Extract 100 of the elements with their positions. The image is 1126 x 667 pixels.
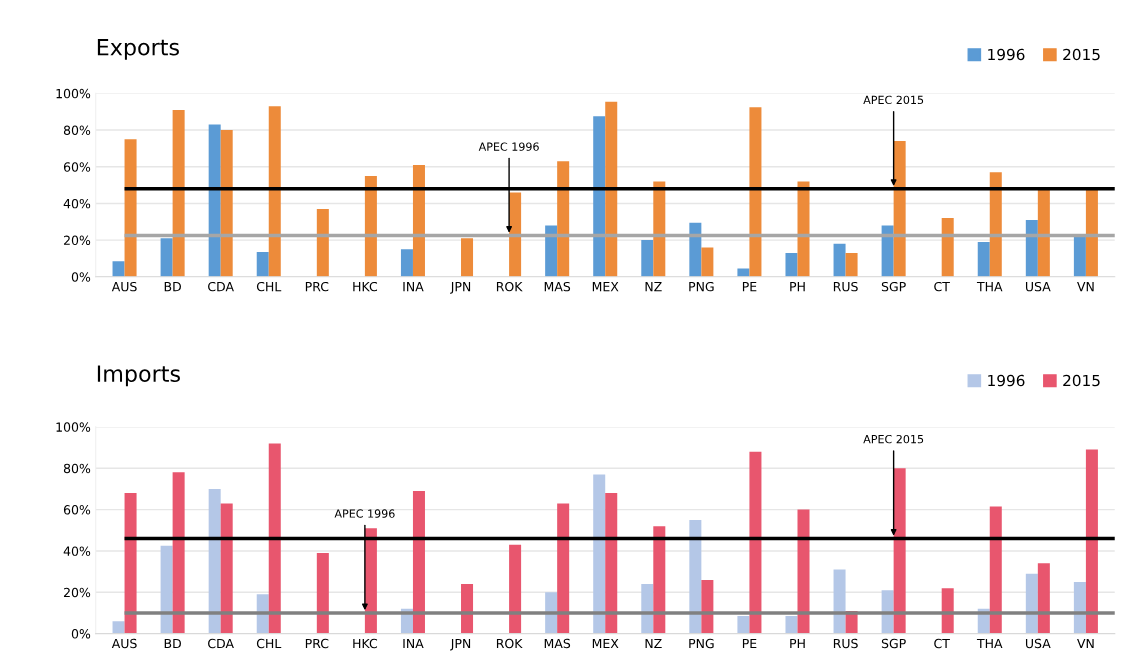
- bar: [364, 175, 377, 277]
- bar: [316, 553, 329, 634]
- legend-label: 1996: [988, 48, 1025, 61]
- x-tick-label: ROK: [496, 281, 523, 292]
- y-tick-label: 40%: [63, 198, 91, 209]
- bar: [701, 579, 714, 634]
- x-tick-label: PE: [742, 282, 757, 292]
- bar: [785, 252, 798, 277]
- bar: [653, 526, 666, 634]
- annotation: APEC 2015: [863, 434, 924, 444]
- bar: [653, 181, 666, 277]
- y-tick-label: 100%: [56, 422, 91, 432]
- x-tick-label: BD: [164, 282, 181, 292]
- x-tick-label: PNG: [689, 638, 714, 649]
- bar: [316, 208, 329, 277]
- y-tick-label: 40%: [63, 546, 91, 556]
- bar: [641, 240, 654, 277]
- x-tick-label: PRC: [305, 281, 329, 292]
- x-tick-label: USA: [1025, 281, 1051, 292]
- bar: [893, 141, 906, 277]
- bar: [1085, 449, 1098, 634]
- x-tick-label: INA: [403, 638, 424, 649]
- x-tick-label: CT: [934, 638, 950, 649]
- bar: [605, 493, 618, 634]
- y-tick-label: 0%: [71, 629, 91, 639]
- y-tick-label: 60%: [63, 162, 91, 172]
- bar: [268, 443, 281, 634]
- legend-label: 1996: [988, 374, 1025, 387]
- legend-label: 2015: [1063, 374, 1100, 387]
- y-tick-label: 60%: [63, 505, 91, 515]
- bar: [797, 509, 810, 634]
- bar: [689, 519, 702, 634]
- x-tick-label: MAS: [544, 638, 571, 649]
- bar: [893, 468, 906, 634]
- x-tick-label: THA: [976, 638, 1003, 649]
- bar: [845, 252, 858, 277]
- x-tick-label: CT: [934, 281, 950, 292]
- bar: [461, 584, 474, 634]
- bar: [977, 241, 990, 277]
- bar: [737, 616, 750, 634]
- chart-title: Exports: [97, 39, 179, 60]
- x-tick-label: SGP: [881, 281, 906, 292]
- y-tick-label: 80%: [63, 463, 91, 474]
- x-tick-label: PNG: [689, 281, 714, 292]
- bar: [208, 488, 221, 634]
- bar: [1073, 234, 1086, 277]
- bar: [412, 490, 425, 634]
- x-tick-label: RUS: [833, 638, 858, 649]
- legend-label: 2015: [1063, 48, 1100, 61]
- bar: [268, 106, 281, 277]
- bar: [509, 192, 522, 277]
- bar: [881, 225, 894, 277]
- x-tick-label: INA: [403, 282, 424, 292]
- x-tick-label: AUS: [111, 638, 137, 649]
- bar: [412, 164, 425, 277]
- chart-title: Imports: [97, 365, 180, 387]
- x-tick-label: CHL: [256, 638, 282, 649]
- x-tick-label: PH: [790, 282, 805, 292]
- x-tick-label: SGP: [881, 638, 906, 649]
- bar: [160, 238, 173, 277]
- bar: [160, 545, 173, 634]
- bar: [112, 621, 125, 634]
- bar: [797, 181, 810, 277]
- bar: [1085, 188, 1098, 277]
- bar: [1025, 573, 1038, 634]
- x-tick-label: PH: [790, 638, 805, 649]
- bar: [208, 124, 221, 277]
- x-tick-label: MEX: [592, 282, 619, 292]
- x-tick-label: USA: [1025, 638, 1051, 649]
- bar: [593, 116, 606, 277]
- bar: [749, 107, 762, 277]
- bar: [1037, 563, 1050, 634]
- x-tick-label: CHL: [256, 281, 282, 292]
- bar: [593, 474, 606, 634]
- x-tick-label: VN: [1077, 638, 1094, 649]
- bar: [545, 225, 558, 277]
- x-tick-label: HKC: [353, 638, 378, 649]
- y-tick-label: 100%: [56, 88, 91, 99]
- bar: [605, 101, 618, 277]
- y-tick-label: 80%: [63, 125, 91, 135]
- x-tick-label: CDA: [208, 281, 234, 292]
- bar: [1037, 188, 1050, 277]
- bar: [941, 218, 954, 277]
- x-tick-label: HKC: [353, 281, 378, 292]
- bar: [112, 261, 125, 277]
- x-tick-label: RUS: [833, 281, 858, 292]
- bar: [172, 109, 185, 277]
- bar: [557, 161, 570, 277]
- annotation: APEC 1996: [478, 142, 539, 151]
- bar: [833, 243, 846, 277]
- bar: [989, 172, 1002, 277]
- bar: [220, 130, 233, 277]
- bar: [785, 616, 798, 634]
- y-tick-label: 0%: [71, 272, 91, 282]
- x-tick-label: BD: [164, 638, 181, 649]
- bar: [124, 139, 137, 277]
- x-tick-label: NZ: [645, 282, 662, 292]
- bar: [256, 252, 269, 277]
- bar: [641, 584, 654, 634]
- bar: [172, 472, 185, 634]
